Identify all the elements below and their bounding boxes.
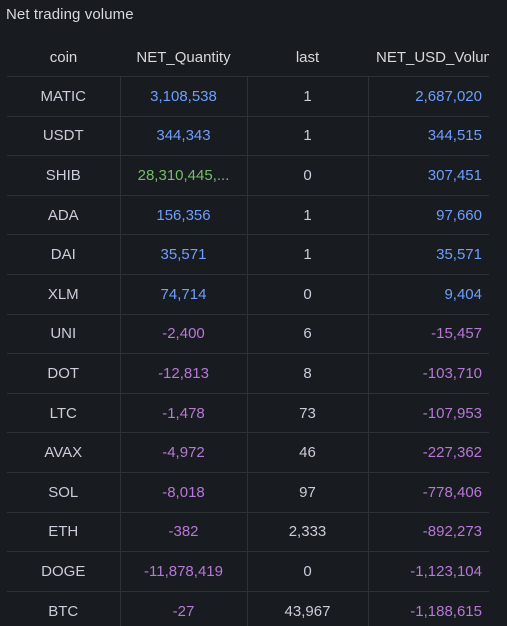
- cell-net-quantity: 3,108,538: [120, 76, 248, 117]
- net-trading-table: coin NET_Quantity last NET_USD_Volume MA…: [7, 38, 489, 626]
- cell-net-usd-volume: 9,404: [368, 274, 489, 315]
- cell-coin: ADA: [7, 195, 121, 236]
- cell-last: 0: [247, 155, 369, 196]
- column-header-net-quantity[interactable]: NET_Quantity: [120, 38, 247, 77]
- table-row: ETH -382 2,333 -892,273: [7, 512, 489, 553]
- data-table: coin NET_Quantity last NET_USD_Volume MA…: [7, 38, 489, 626]
- cell-coin: USDT: [7, 116, 121, 157]
- cell-net-quantity: 35,571: [120, 234, 248, 275]
- cell-net-quantity: -1,478: [120, 393, 248, 434]
- cell-coin: XLM: [7, 274, 121, 315]
- cell-last: 97: [247, 472, 369, 513]
- table-row: MATIC 3,108,538 1 2,687,020: [7, 76, 489, 117]
- cell-net-quantity: -4,972: [120, 432, 248, 473]
- cell-coin: BTC: [7, 591, 121, 626]
- cell-last: 0: [247, 551, 369, 592]
- table-row: DOT -12,813 8 -103,710: [7, 353, 489, 394]
- cell-last: 1: [247, 76, 369, 117]
- cell-coin: DOT: [7, 353, 121, 394]
- cell-net-usd-volume: -107,953: [368, 393, 489, 434]
- column-header-coin[interactable]: coin: [7, 38, 120, 77]
- cell-net-usd-volume: -227,362: [368, 432, 489, 473]
- panel-title: Net trading volume: [6, 6, 134, 23]
- cell-last: 43,967: [247, 591, 369, 626]
- cell-net-usd-volume: -1,123,104: [368, 551, 489, 592]
- cell-net-quantity: 74,714: [120, 274, 248, 315]
- cell-last: 1: [247, 116, 369, 157]
- table-header-row: coin NET_Quantity last NET_USD_Volume: [7, 38, 489, 77]
- table-row: UNI -2,400 6 -15,457: [7, 314, 489, 355]
- cell-last: 1: [247, 234, 369, 275]
- cell-coin: LTC: [7, 393, 121, 434]
- cell-net-usd-volume: 2,687,020: [368, 76, 489, 117]
- table-body: MATIC 3,108,538 1 2,687,020 USDT 344,343 1 344,…: [7, 76, 489, 626]
- table-row: AVAX -4,972 46 -227,362: [7, 432, 489, 473]
- cell-coin: DAI: [7, 234, 121, 275]
- cell-net-usd-volume: -778,406: [368, 472, 489, 513]
- cell-coin: MATIC: [7, 76, 121, 117]
- table-row: DAI 35,571 1 35,571: [7, 234, 489, 275]
- cell-last: 2,333: [247, 512, 369, 553]
- column-header-last[interactable]: last: [247, 38, 368, 77]
- cell-net-usd-volume: -892,273: [368, 512, 489, 553]
- cell-net-usd-volume: -103,710: [368, 353, 489, 394]
- cell-coin: UNI: [7, 314, 121, 355]
- cell-last: 46: [247, 432, 369, 473]
- cell-last: 0: [247, 274, 369, 315]
- cell-coin: ETH: [7, 512, 121, 553]
- column-header-net-usd-volume[interactable]: NET_USD_Volume: [368, 38, 489, 77]
- table-row: SHIB 28,310,445,... 0 307,451: [7, 155, 489, 196]
- table-row: LTC -1,478 73 -107,953: [7, 393, 489, 434]
- cell-net-quantity: -8,018: [120, 472, 248, 513]
- cell-last: 8: [247, 353, 369, 394]
- cell-net-usd-volume: -15,457: [368, 314, 489, 355]
- table-row: XLM 74,714 0 9,404: [7, 274, 489, 315]
- cell-net-usd-volume: 97,660: [368, 195, 489, 236]
- cell-net-quantity: -11,878,419: [120, 551, 248, 592]
- cell-net-quantity: -27: [120, 591, 248, 626]
- cell-last: 73: [247, 393, 369, 434]
- cell-coin: DOGE: [7, 551, 121, 592]
- table-row: DOGE -11,878,419 0 -1,123,104: [7, 551, 489, 592]
- cell-last: 1: [247, 195, 369, 236]
- cell-net-quantity: 28,310,445,...: [120, 155, 248, 196]
- cell-net-usd-volume: 344,515: [368, 116, 489, 157]
- cell-coin: SOL: [7, 472, 121, 513]
- cell-coin: AVAX: [7, 432, 121, 473]
- table-row: BTC -27 43,967 -1,188,615: [7, 591, 489, 626]
- cell-coin: SHIB: [7, 155, 121, 196]
- cell-net-quantity: 344,343: [120, 116, 248, 157]
- cell-net-quantity: -382: [120, 512, 248, 553]
- cell-net-quantity: -12,813: [120, 353, 248, 394]
- table-row: ADA 156,356 1 97,660: [7, 195, 489, 236]
- cell-net-usd-volume: 307,451: [368, 155, 489, 196]
- table-row: SOL -8,018 97 -778,406: [7, 472, 489, 513]
- cell-net-usd-volume: 35,571: [368, 234, 489, 275]
- cell-last: 6: [247, 314, 369, 355]
- table-row: USDT 344,343 1 344,515: [7, 116, 489, 157]
- cell-net-quantity: -2,400: [120, 314, 248, 355]
- cell-net-usd-volume: -1,188,615: [368, 591, 489, 626]
- cell-net-quantity: 156,356: [120, 195, 248, 236]
